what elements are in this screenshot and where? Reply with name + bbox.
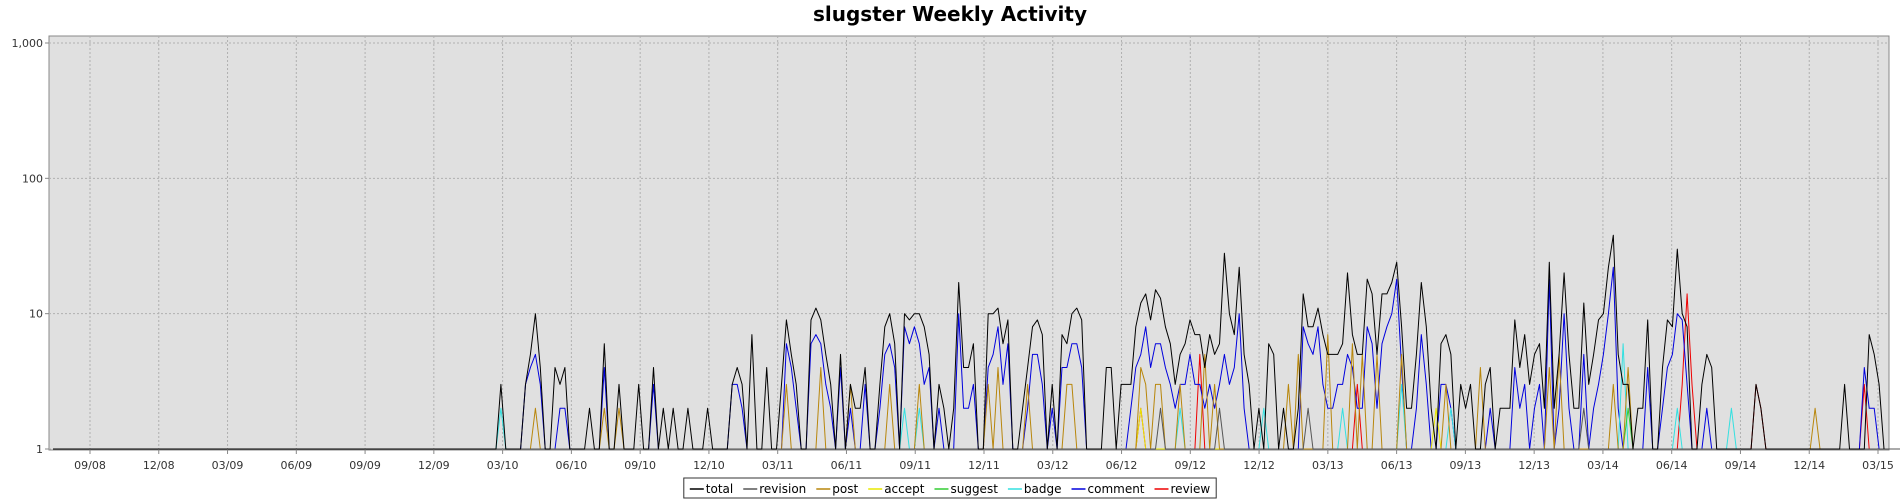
- grid: [49, 36, 1889, 450]
- x-tick-label: 06/14: [1656, 459, 1688, 472]
- x-tick-label: 03/12: [1037, 459, 1069, 472]
- x-tick-label: 03/10: [487, 459, 519, 472]
- y-tick-label: 10: [29, 308, 43, 321]
- series-line-total: [53, 234, 1885, 450]
- x-tick-label: 12/11: [968, 459, 1000, 472]
- x-tick-label: 06/11: [831, 459, 863, 472]
- legend-label-suggest: suggest: [950, 482, 998, 496]
- x-tick-label: 03/13: [1312, 459, 1344, 472]
- x-tick-label: 09/11: [899, 459, 931, 472]
- legend-label-accept: accept: [884, 482, 925, 496]
- legend-label-badge: badge: [1024, 482, 1062, 496]
- x-tick-label: 03/15: [1862, 459, 1894, 472]
- legend-label-comment: comment: [1088, 482, 1145, 496]
- x-tick-label: 09/14: [1725, 459, 1757, 472]
- legend-label-revision: revision: [759, 482, 806, 496]
- legend-box: [683, 477, 1217, 499]
- x-tick-label: 09/10: [624, 459, 656, 472]
- x-tick-label: 06/13: [1381, 459, 1413, 472]
- x-tick-label: 12/14: [1793, 459, 1825, 472]
- y-tick-label: 1: [36, 443, 43, 456]
- x-tick-label: 12/10: [693, 459, 725, 472]
- axes: 1 10 100 1,000 09/08 12/08 03/09 06/09 09/09 12/0…: [12, 37, 1894, 472]
- y-tick-label: 1,000: [12, 37, 44, 50]
- x-tick-label: 03/11: [762, 459, 794, 472]
- legend-label-post: post: [832, 482, 858, 496]
- x-tick-label: 06/12: [1106, 459, 1138, 472]
- legend: total revision post accept suggest badge comme…: [683, 477, 1217, 499]
- x-tick-label: 12/09: [418, 459, 450, 472]
- chart-title: slugster Weekly Activity: [812, 2, 1088, 26]
- x-tick-label: 12/12: [1243, 459, 1275, 472]
- x-tick-label: 12/13: [1518, 459, 1550, 472]
- series-lines: [53, 234, 1900, 450]
- x-tick-label: 09/08: [74, 459, 106, 472]
- x-tick-label: 12/08: [143, 459, 175, 472]
- x-tick-label: 09/13: [1450, 459, 1482, 472]
- x-tick-label: 06/10: [556, 459, 588, 472]
- x-tick-label: 03/09: [212, 459, 244, 472]
- x-tick-label: 06/09: [280, 459, 312, 472]
- x-tick-label: 09/09: [349, 459, 381, 472]
- y-tick-label: 100: [22, 172, 43, 185]
- legend-label-total: total: [706, 482, 733, 496]
- x-tick-label: 09/12: [1174, 459, 1206, 472]
- legend-label-review: review: [1171, 482, 1211, 496]
- x-tick-label: 03/14: [1587, 459, 1619, 472]
